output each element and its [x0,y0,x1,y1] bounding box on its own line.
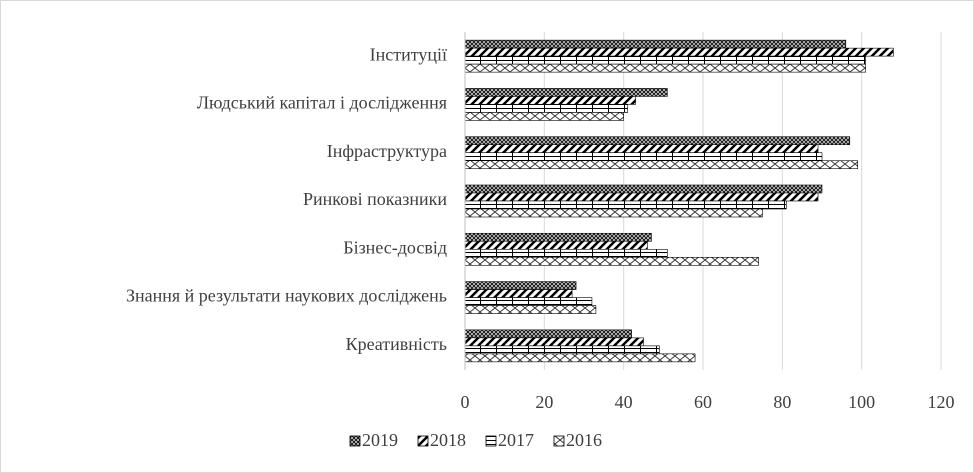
bar [464,281,577,290]
bar [464,192,819,202]
bar [464,248,668,258]
bar [464,104,628,113]
bar [464,96,636,105]
x-tick-label: 80 [773,392,791,412]
y-tick-label: Знання й результати наукових досліджень [126,286,447,306]
x-tick-label: 40 [615,392,633,412]
bar [464,47,894,57]
bar [464,160,859,170]
x-tick-label: 120 [928,392,955,412]
bar [464,112,624,121]
bar [464,152,823,162]
x-tick-label: 20 [535,392,553,412]
bar [464,144,819,154]
x-tick-label: 60 [694,392,712,412]
bar [464,200,787,210]
y-tick-label: Людський капітал і дослідження [197,93,447,113]
bar [464,88,668,97]
bar [464,329,632,339]
y-tick-label: Ринкові показники [303,189,447,209]
bar [464,345,660,355]
bar [464,256,759,266]
y-tick-label: Бізнес-досвід [343,237,447,257]
y-tick-label: Креативність [346,334,447,354]
bar [464,184,823,194]
bar [464,337,644,347]
legend-label: 2017 [498,430,534,450]
y-tick-label: Інфраструктура [327,141,447,161]
bar [464,63,866,73]
y-tick-label: Інституції [370,44,447,64]
legend-label: 2019 [362,430,398,450]
legend-label: 2018 [430,430,466,450]
bar [464,297,593,306]
legend-swatch [349,435,361,447]
bar [464,39,847,49]
legend-swatch [485,435,497,447]
x-tick-label: 100 [848,392,875,412]
bar [464,55,866,65]
bar [464,240,648,250]
bar [464,353,696,363]
legend-swatch [417,435,429,447]
legend-label: 2016 [566,430,602,450]
bar [464,305,597,314]
bar [464,136,851,146]
bar [464,208,763,218]
x-tick-label: 0 [461,392,470,412]
bar [464,232,652,242]
legend-swatch [553,435,565,447]
bar [464,289,573,298]
